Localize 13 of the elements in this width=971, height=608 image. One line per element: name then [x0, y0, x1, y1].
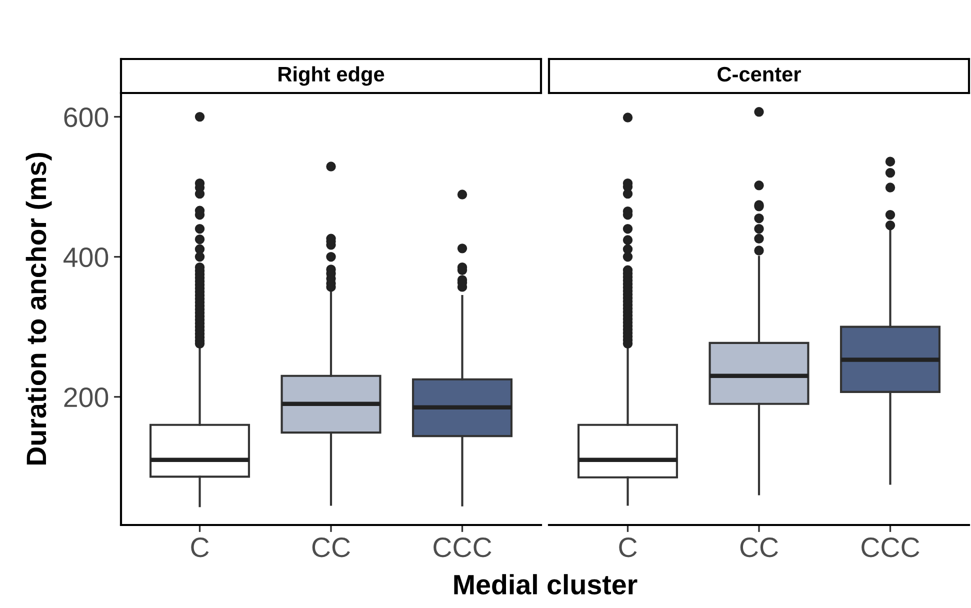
- chart-title: Right edge: [278, 66, 384, 86]
- y-tick-label: 200: [64, 388, 108, 408]
- x-axis-title: Medial cluster: [454, 574, 638, 595]
- x-tick-label: CC: [312, 538, 350, 558]
- x-tick-label: C: [619, 538, 637, 558]
- y-tick-label: 400: [63, 248, 108, 268]
- x-tick-label: CC: [740, 538, 778, 558]
- x-tick-label: C: [191, 538, 209, 558]
- y-tick-label: 600: [64, 107, 108, 128]
- chart-title: C-center: [718, 66, 801, 82]
- x-tick-label: CCC: [434, 538, 492, 558]
- y-axis-title: Duration to anchor (ms): [26, 152, 52, 465]
- x-tick-label: CCC: [862, 538, 920, 558]
